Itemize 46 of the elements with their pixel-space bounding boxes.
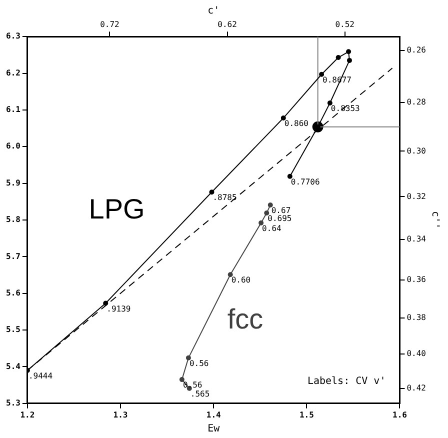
- y2-tick-label: 0.40: [406, 349, 426, 358]
- x-tick-label: 1.5: [299, 410, 314, 420]
- x-tick-label: 1.4: [206, 410, 221, 420]
- y-tick-label: 5.6: [6, 288, 21, 298]
- y-tick-label: 6.0: [6, 142, 21, 151]
- x-tick-label: 1.2: [20, 410, 35, 420]
- y-tick-label: 5.3: [6, 398, 21, 408]
- annotation: 0.7706: [290, 177, 320, 186]
- y-tick-label: 6.1: [6, 105, 21, 114]
- x2-tick-label: 0.72: [100, 20, 120, 29]
- annotation: .565: [190, 389, 210, 398]
- annotation: .8785: [212, 193, 237, 202]
- annotation: 0.8353: [330, 104, 360, 114]
- x2-tick-label: 0.62: [218, 20, 238, 29]
- x-tick-label: 1.3: [113, 410, 128, 420]
- y2-tick-label: 0.28: [406, 98, 426, 107]
- x-tick-label: 1.6: [392, 410, 408, 420]
- annotation: 0.695: [268, 214, 292, 224]
- y-tick-label: 6.2: [6, 68, 21, 78]
- x2-tick-label: 0.52: [335, 20, 355, 29]
- y2-tick-label: 0.38: [406, 312, 426, 322]
- y2-tick-label: 0.42: [406, 384, 426, 393]
- y-tick-label: 5.4: [6, 362, 21, 371]
- y2-tick-label: 0.36: [406, 274, 426, 284]
- x-axis-title: Ew: [208, 424, 221, 435]
- y-tick-label: 5.5: [6, 325, 21, 334]
- annotation: 0.860: [284, 119, 309, 128]
- x2-axis-title: c': [208, 6, 220, 17]
- y2-axis-title: c'': [429, 210, 440, 230]
- y-tick-label: 5.8: [6, 215, 21, 224]
- annotation: .9444: [28, 371, 53, 380]
- y-tick-label: 6.3: [6, 32, 21, 41]
- y2-tick-label: 0.32: [406, 192, 426, 201]
- y-tick-label: 5.7: [6, 252, 21, 261]
- annotation: 0.60: [231, 276, 251, 285]
- annotation: 0.56: [189, 358, 209, 368]
- y2-tick-label: 0.26: [406, 45, 426, 54]
- annotation: 0.67: [271, 206, 291, 216]
- y-tick-label: 5.9: [6, 178, 21, 188]
- y2-tick-label: 0.30: [406, 146, 426, 156]
- series-label: LPG: [88, 194, 145, 225]
- annotation: .9139: [106, 304, 131, 314]
- series-label: fcc: [227, 304, 264, 335]
- annotation: Labels: CV v': [307, 376, 386, 387]
- y2-tick-label: 0.34: [406, 234, 426, 244]
- annotation: 0.64: [262, 224, 282, 234]
